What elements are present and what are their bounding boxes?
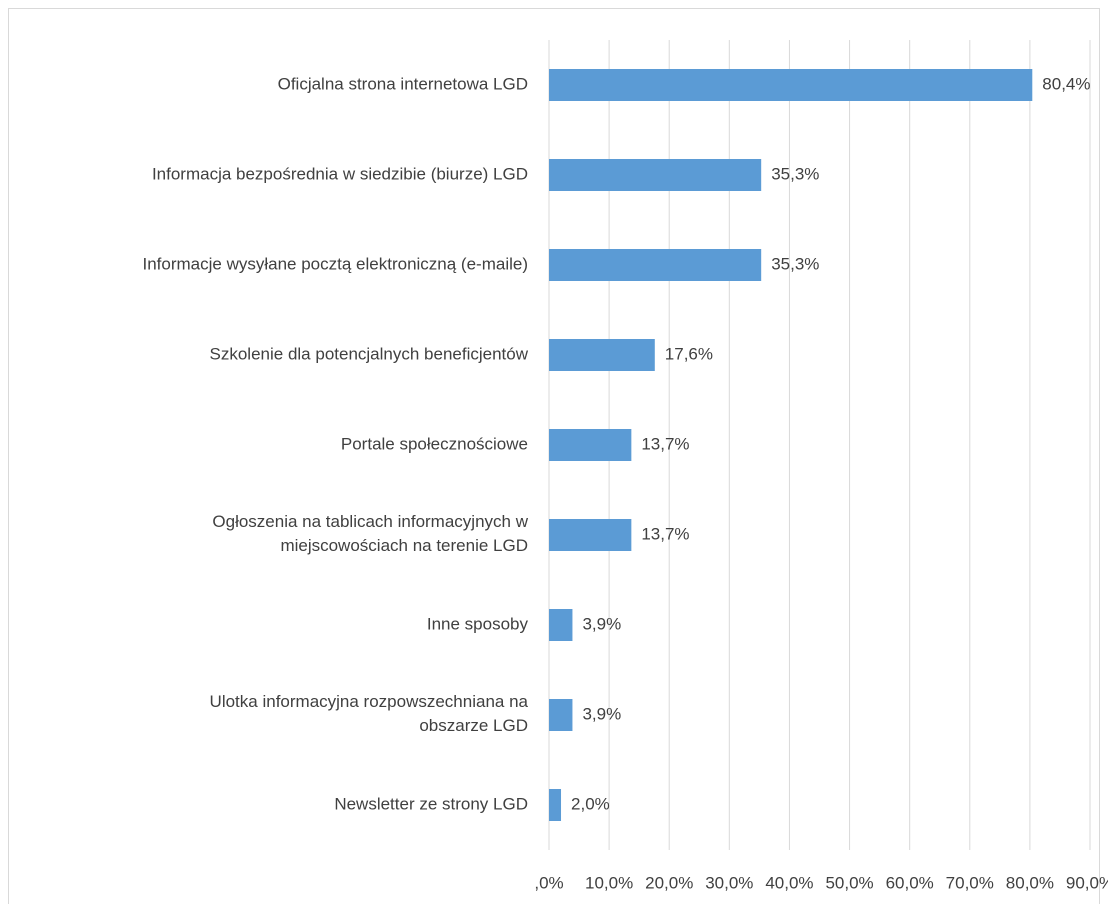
y-tick-label: Ogłoszenia na tablicach informacyjnych w… xyxy=(212,512,528,555)
data-label: 3,9% xyxy=(582,704,621,723)
bar xyxy=(549,159,762,191)
y-tick-label: Ulotka informacyjna rozpowszechniana na o… xyxy=(210,692,529,735)
x-tick-label: 80,0% xyxy=(1006,873,1054,892)
x-tick-label: 40,0% xyxy=(765,873,813,892)
y-tick-label: Informacja bezpośrednia w siedzibie (biu… xyxy=(152,164,528,183)
bar xyxy=(549,69,1033,101)
chart-border xyxy=(8,8,1100,904)
bar xyxy=(549,339,655,371)
bar xyxy=(549,429,632,461)
data-label: 2,0% xyxy=(571,794,610,813)
bar xyxy=(549,249,762,281)
y-tick-label: Portale społecznościowe xyxy=(341,434,528,453)
y-tick-label: Informacje wysyłane pocztą elektroniczną… xyxy=(143,254,529,273)
x-tick-label: 90,0% xyxy=(1066,873,1108,892)
bar xyxy=(549,699,573,731)
data-label: 13,7% xyxy=(641,434,689,453)
y-tick-label: Szkolenie dla potencjalnych beneficjentó… xyxy=(210,344,529,363)
x-tick-label: 20,0% xyxy=(645,873,693,892)
bar xyxy=(549,519,632,551)
y-tick-label: Inne sposoby xyxy=(427,614,529,633)
bar xyxy=(549,789,562,821)
x-tick-label: 50,0% xyxy=(825,873,873,892)
y-tick-label: Oficjalna strona internetowa LGD xyxy=(278,74,528,93)
x-tick-label: 70,0% xyxy=(946,873,994,892)
data-label: 17,6% xyxy=(665,344,713,363)
bar xyxy=(549,609,573,641)
x-tick-label: ,0% xyxy=(534,873,563,892)
data-label: 35,3% xyxy=(771,164,819,183)
data-label: 3,9% xyxy=(582,614,621,633)
x-tick-label: 60,0% xyxy=(886,873,934,892)
x-tick-label: 30,0% xyxy=(705,873,753,892)
data-label: 80,4% xyxy=(1042,74,1090,93)
y-tick-label: Newsletter ze strony LGD xyxy=(334,794,528,813)
data-label: 13,7% xyxy=(641,524,689,543)
x-tick-label: 10,0% xyxy=(585,873,633,892)
data-label: 35,3% xyxy=(771,254,819,273)
